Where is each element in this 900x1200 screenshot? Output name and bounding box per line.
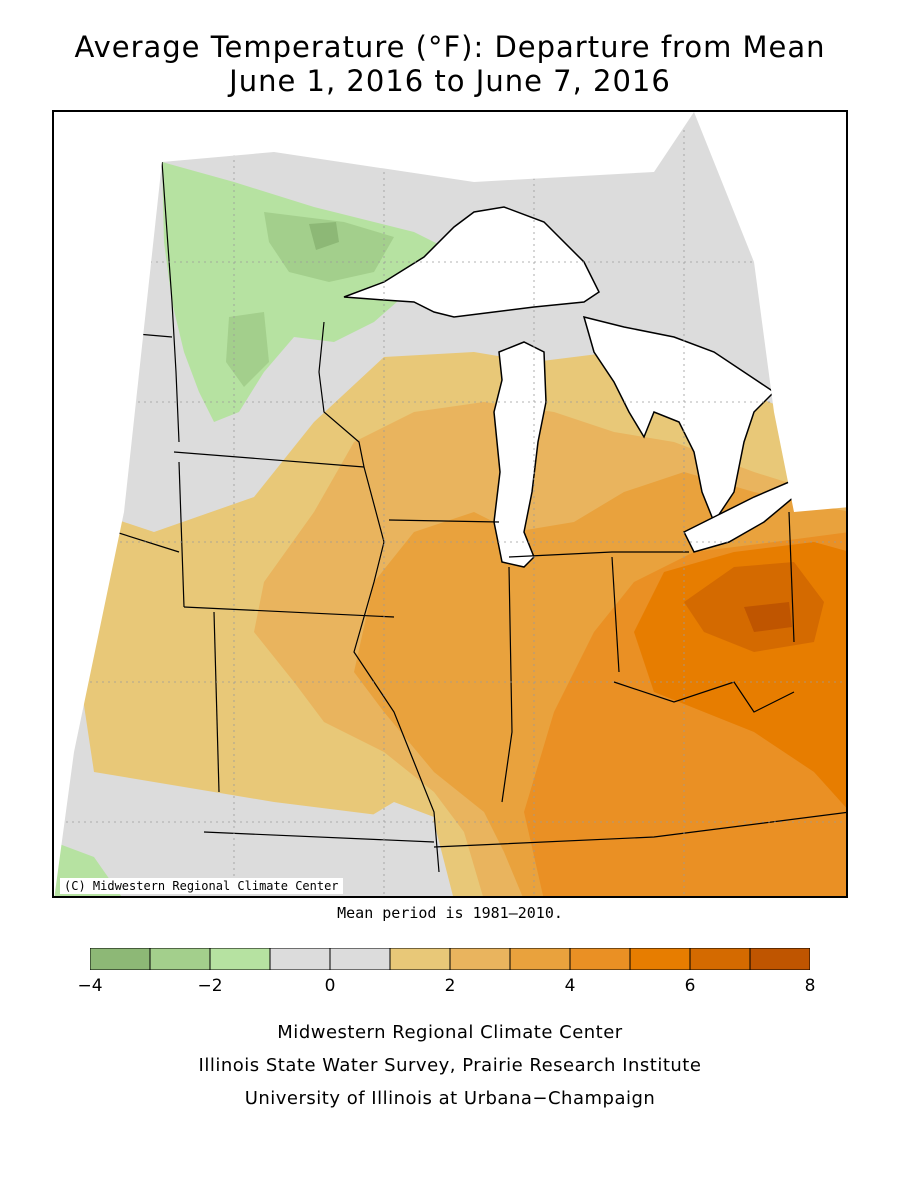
legend-swatch: [329, 948, 391, 970]
legend-tick-label: 0: [324, 976, 336, 996]
legend-tick-label: −4: [77, 976, 103, 996]
mean-period-note: Mean period is 1981–2010.: [337, 904, 563, 922]
temperature-departure-map: [52, 110, 848, 898]
boundary-ne-ia: [178, 461, 185, 608]
color-legend: [90, 948, 810, 970]
near-normal-pocket: [314, 802, 434, 896]
footer-org-line2: Illinois State Water Survey, Prairie Res…: [198, 1055, 702, 1076]
boundary-ks-mo: [213, 611, 220, 793]
boundary-mn-nd: [161, 161, 180, 443]
legend-swatch: [449, 948, 511, 970]
cool-anomaly-core: [264, 212, 394, 282]
map-svg: [54, 112, 846, 896]
legend-tick-label: 2: [444, 976, 456, 996]
legend-swatch: [569, 948, 631, 970]
great-lakes: [343, 206, 795, 568]
cool-anomaly-center: [309, 222, 339, 250]
boundary-mi-in-oh: [508, 551, 689, 558]
copyright-label: (C) Midwestern Regional Climate Center: [60, 878, 343, 894]
legend-tick-label: 6: [684, 976, 696, 996]
legend-swatch: [689, 948, 751, 970]
legend-swatch: [209, 948, 271, 970]
legend-tick-label: 8: [804, 976, 816, 996]
legend-tick-label: −2: [197, 976, 223, 996]
legend-swatch: [749, 948, 810, 970]
boundary-wi-il: [388, 519, 500, 523]
boundary-oh-pa: [788, 511, 795, 643]
warm-anomaly-7to8: [744, 602, 792, 632]
boundary-mn-ia: [173, 451, 365, 468]
outside-domain-left: [54, 112, 162, 896]
legend-swatch: [269, 948, 331, 970]
map-subtitle-dates: June 1, 2016 to June 7, 2016: [229, 64, 671, 98]
legend-swatch: [389, 948, 451, 970]
legend-tick-labels: −4 −2 0 2 4 6 8: [0, 976, 900, 1000]
lake-superior: [343, 206, 600, 318]
boundary-il-in: [501, 566, 513, 803]
cool-anomaly-mn: [226, 312, 269, 387]
boundary-mo-ar: [203, 831, 435, 843]
legend-swatch: [90, 948, 151, 970]
grid-lines: [54, 112, 846, 896]
legend-swatch: [629, 948, 691, 970]
legend-swatch: [509, 948, 571, 970]
outside-domain-top: [162, 112, 694, 182]
outside-domain-right: [694, 112, 846, 512]
map-title: Average Temperature (°F): Departure from…: [74, 30, 826, 64]
boundary-in-oh: [611, 556, 620, 673]
legend-tick-label: 4: [564, 976, 576, 996]
legend-swatch: [149, 948, 211, 970]
boundary-mn-wi: [318, 321, 365, 468]
boundary-ia-mo: [183, 606, 395, 618]
footer-org-line1: Midwestern Regional Climate Center: [277, 1022, 623, 1043]
footer-org-line3: University of Illinois at Urbana−Champai…: [244, 1088, 656, 1109]
state-boundaries: [83, 161, 846, 873]
boundary-ky-tn: [433, 811, 846, 848]
